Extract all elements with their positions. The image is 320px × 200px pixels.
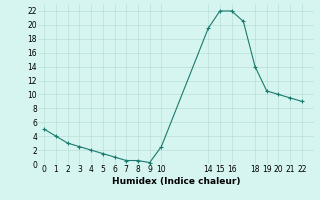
X-axis label: Humidex (Indice chaleur): Humidex (Indice chaleur) [112,177,240,186]
